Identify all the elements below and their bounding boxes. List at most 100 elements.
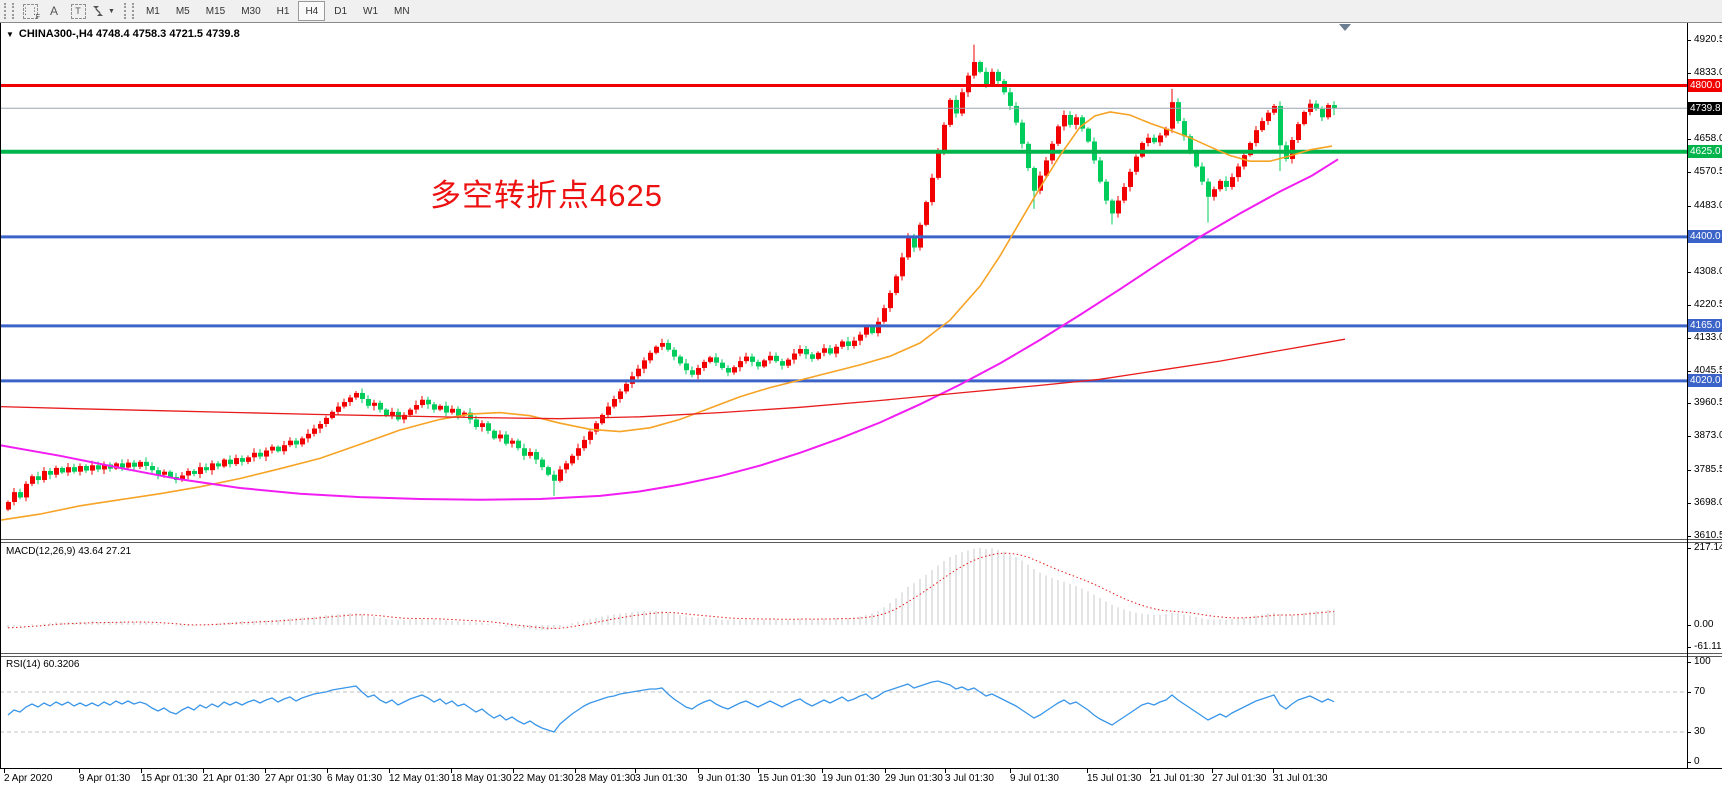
f-grid-tool-button[interactable]: ⋮⋮ F xyxy=(19,2,41,21)
a-letter-icon: A xyxy=(49,4,58,18)
timeframe-mn-button[interactable]: MN xyxy=(394,5,410,17)
time-tick-label: 18 May 01:30 xyxy=(451,773,512,784)
macd-tick-label: 0.00 xyxy=(1694,619,1714,630)
t-letter-icon: T xyxy=(70,3,86,19)
rsi-indicator-label: RSI(14) 60.3206 xyxy=(6,659,80,670)
timeframe-m1-button[interactable]: M1 xyxy=(145,5,160,17)
price-tick-label: 3698.0 xyxy=(1694,496,1722,508)
timeframe-m15-button[interactable]: M15 xyxy=(205,5,226,17)
timeframe-w1-button[interactable]: W1 xyxy=(363,5,379,17)
price-badge: 4020.0 xyxy=(1688,374,1722,388)
time-tick-mark xyxy=(513,769,514,773)
panel-separator[interactable] xyxy=(0,539,1722,543)
time-tick-label: 3 Jul 01:30 xyxy=(945,773,994,784)
price-tick-label: 4133.0 xyxy=(1694,332,1722,344)
time-tick-label: 3 Jun 01:30 xyxy=(635,773,688,784)
time-tick-mark xyxy=(1212,769,1213,773)
time-tick-label: 15 Jun 01:30 xyxy=(758,773,816,784)
time-tick-mark xyxy=(4,769,5,773)
axis-separator-line xyxy=(1687,23,1688,768)
price-tick-label: 3873.0 xyxy=(1694,430,1722,442)
panel-separator[interactable] xyxy=(0,653,1722,657)
timeframe-d1-button[interactable]: D1 xyxy=(334,5,348,17)
arrows-tool-button[interactable]: ▼ xyxy=(91,2,115,20)
time-axis[interactable]: 2 Apr 2020 9 Apr 01:30 15 Apr 01:30 21 Apr … xyxy=(0,768,1722,789)
price-tick-label-dash xyxy=(1687,403,1691,405)
arrows-icon xyxy=(93,6,103,16)
plot-left-border xyxy=(0,23,1,768)
time-tick-label: 9 Jul 01:30 xyxy=(1010,773,1059,784)
macd-tick-label-dash xyxy=(1687,625,1691,626)
time-tick-mark xyxy=(265,769,266,773)
macd-tick-label: 217.14 xyxy=(1694,542,1722,553)
price-badge: 4400.0 xyxy=(1688,230,1722,244)
time-tick-label: 15 Apr 01:30 xyxy=(141,773,198,784)
time-tick-mark xyxy=(635,769,636,773)
symbol-dropdown-icon[interactable]: ▼ xyxy=(6,29,14,39)
price-tick-label: 4308.0 xyxy=(1694,265,1722,277)
toolbar: ⋮⋮ F A T ▼ M1 M5 M15 M30 H1 H4 D1 W1 MN xyxy=(0,0,1722,23)
time-tick-label: 15 Jul 01:30 xyxy=(1087,773,1142,784)
time-tick-mark xyxy=(758,769,759,773)
time-tick-label: 9 Jun 01:30 xyxy=(698,773,751,784)
price-tick-label-dash xyxy=(1687,502,1691,504)
price-tick-label-dash xyxy=(1687,205,1691,207)
time-tick-label: 21 Jul 01:30 xyxy=(1150,773,1205,784)
toolbar-grip[interactable] xyxy=(123,3,134,19)
macd-tick-label: -61.11 xyxy=(1694,640,1722,652)
time-tick-mark xyxy=(575,769,576,773)
time-tick-mark xyxy=(822,769,823,773)
time-tick-mark xyxy=(1010,769,1011,773)
chart-shift-marker[interactable] xyxy=(1339,24,1351,31)
price-tick-label-dash xyxy=(1687,172,1691,174)
timeframe-h1-button[interactable]: H1 xyxy=(276,5,290,17)
rsi-tick-label: 70 xyxy=(1694,686,1706,697)
rsi-tick-label: 0 xyxy=(1694,756,1700,767)
time-tick-mark xyxy=(1087,769,1088,773)
price-tick-label: 4045.5 xyxy=(1694,365,1722,377)
price-badge: 4625.0 xyxy=(1688,145,1722,159)
time-tick-mark xyxy=(1273,769,1274,773)
chart-title: ▼ CHINA300-,H4 4748.4 4758.3 4721.5 4739… xyxy=(6,28,240,40)
price-tick-label-dash xyxy=(1687,371,1691,373)
time-tick-label: 12 May 01:30 xyxy=(389,773,450,784)
price-tick-label-dash xyxy=(1687,436,1691,438)
time-tick-label: 9 Apr 01:30 xyxy=(79,773,131,784)
price-tick-label-dash xyxy=(1687,535,1691,537)
time-tick-mark xyxy=(79,769,80,773)
price-tick-label: 3785.5 xyxy=(1694,463,1722,475)
time-tick-label: 27 Jul 01:30 xyxy=(1212,773,1267,784)
price-badge: 4739.8 xyxy=(1688,101,1722,115)
time-tick-mark xyxy=(141,769,142,773)
time-tick-mark xyxy=(885,769,886,773)
rsi-tick-label: 30 xyxy=(1694,726,1706,737)
rsi-tick-label-dash xyxy=(1687,692,1691,693)
price-tick-label: 4483.0 xyxy=(1694,199,1722,211)
time-tick-label: 19 Jun 01:30 xyxy=(822,773,880,784)
timeframe-h4-button[interactable]: H4 xyxy=(298,1,326,21)
timeframe-m5-button[interactable]: M5 xyxy=(175,5,190,17)
timeframe-m30-button[interactable]: M30 xyxy=(241,5,261,17)
time-tick-mark xyxy=(451,769,452,773)
macd-tick-label-dash xyxy=(1687,646,1691,648)
price-badge: 4800.0 xyxy=(1688,78,1722,92)
rsi-tick-label: 100 xyxy=(1694,656,1711,667)
toolbar-grip[interactable] xyxy=(4,3,14,19)
chart-title-text: CHINA300-,H4 4748.4 4758.3 4721.5 4739.8 xyxy=(18,28,240,40)
a-text-tool-button[interactable]: A xyxy=(43,2,65,20)
f-grid-label: F xyxy=(35,14,40,21)
price-tick-label: 4570.5 xyxy=(1694,166,1722,178)
price-tick-label-dash xyxy=(1687,338,1691,340)
price-badge: 4165.0 xyxy=(1688,319,1722,333)
time-tick-label: 28 May 01:30 xyxy=(575,773,636,784)
f-grid-icon: ⋮⋮ xyxy=(21,3,39,19)
price-tick-label-dash xyxy=(1687,139,1691,141)
time-tick-mark xyxy=(389,769,390,773)
rsi-tick-label-dash xyxy=(1687,762,1691,763)
main-chart-plot[interactable] xyxy=(0,23,1687,789)
t-text-tool-button[interactable]: T xyxy=(67,2,89,20)
price-tick-label-dash xyxy=(1687,469,1691,471)
dropdown-caret-icon: ▼ xyxy=(108,7,115,15)
price-annotation: 多空转折点4625 xyxy=(430,178,663,213)
